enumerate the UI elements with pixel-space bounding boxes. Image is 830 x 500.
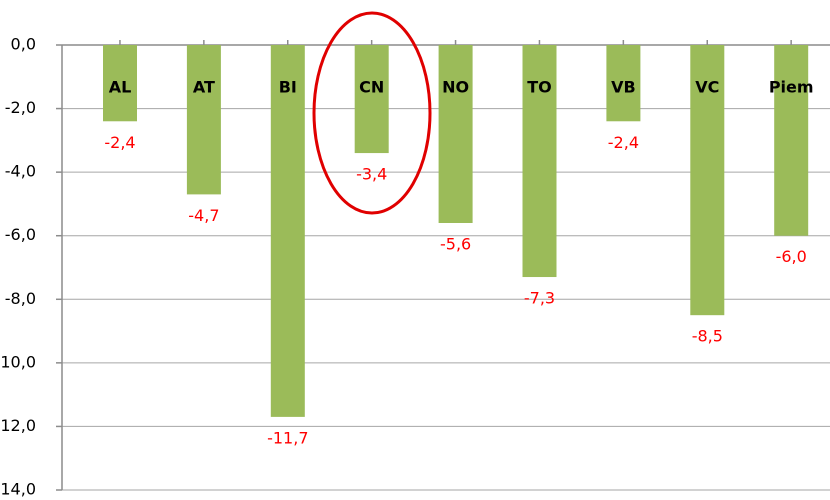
category-label: NO bbox=[442, 78, 469, 97]
y-tick-label: -10,0 bbox=[0, 352, 36, 371]
bar bbox=[103, 45, 137, 122]
value-label: -11,7 bbox=[267, 428, 308, 447]
bar bbox=[522, 45, 557, 278]
y-tick-label: -6,0 bbox=[5, 225, 36, 244]
y-tick-label: -14,0 bbox=[0, 480, 36, 499]
highlight-ellipse bbox=[312, 11, 432, 215]
bar bbox=[186, 45, 221, 195]
bar bbox=[606, 45, 641, 122]
value-label: -8,5 bbox=[692, 327, 723, 346]
value-label: -2,4 bbox=[608, 133, 639, 152]
value-label: -6,0 bbox=[776, 247, 807, 266]
category-label: VC bbox=[695, 78, 719, 97]
category-label: VB bbox=[611, 78, 636, 97]
bar bbox=[690, 45, 725, 316]
value-label: -2,4 bbox=[104, 133, 135, 152]
value-label: -7,3 bbox=[524, 289, 555, 308]
value-label: -4,7 bbox=[188, 206, 219, 225]
bar bbox=[270, 45, 305, 417]
value-label: -3,4 bbox=[356, 165, 387, 184]
value-label: -5,6 bbox=[440, 235, 471, 254]
category-label: Piem bbox=[769, 78, 814, 97]
bar bbox=[774, 45, 809, 236]
category-label: CN bbox=[359, 78, 384, 97]
category-label: BI bbox=[279, 78, 297, 97]
category-label: AL bbox=[109, 78, 132, 97]
y-tick-label: 0,0 bbox=[11, 35, 36, 54]
bar bbox=[438, 45, 473, 223]
y-tick-label: -8,0 bbox=[5, 289, 36, 308]
y-tick-label: -12,0 bbox=[0, 416, 36, 435]
bar bbox=[354, 45, 389, 154]
y-tick-label: -2,0 bbox=[5, 98, 36, 117]
category-label: TO bbox=[527, 78, 552, 97]
category-label: AT bbox=[193, 78, 215, 97]
y-tick-label: -4,0 bbox=[5, 162, 36, 181]
